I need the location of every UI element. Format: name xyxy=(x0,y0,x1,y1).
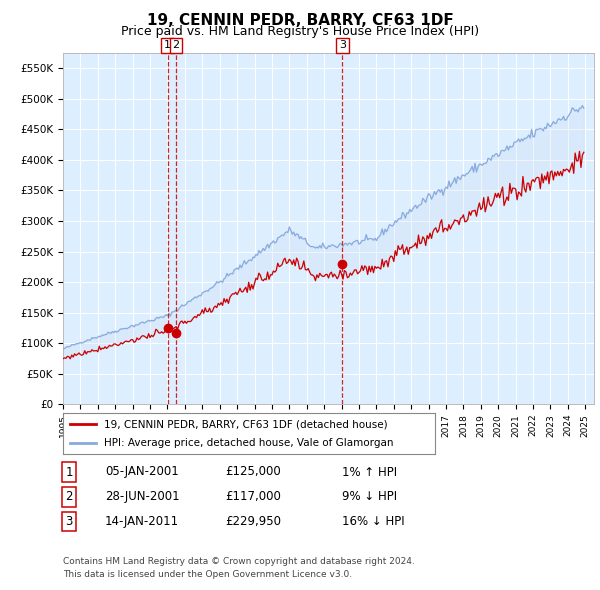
Text: 19, CENNIN PEDR, BARRY, CF63 1DF: 19, CENNIN PEDR, BARRY, CF63 1DF xyxy=(146,13,454,28)
Text: 05-JAN-2001: 05-JAN-2001 xyxy=(105,466,179,478)
Text: This data is licensed under the Open Government Licence v3.0.: This data is licensed under the Open Gov… xyxy=(63,571,352,579)
Text: 14-JAN-2011: 14-JAN-2011 xyxy=(105,515,179,528)
Text: 1: 1 xyxy=(65,466,73,478)
Text: 1: 1 xyxy=(164,40,171,50)
Text: £229,950: £229,950 xyxy=(225,515,281,528)
Text: Price paid vs. HM Land Registry's House Price Index (HPI): Price paid vs. HM Land Registry's House … xyxy=(121,25,479,38)
Text: Contains HM Land Registry data © Crown copyright and database right 2024.: Contains HM Land Registry data © Crown c… xyxy=(63,558,415,566)
Text: 19, CENNIN PEDR, BARRY, CF63 1DF (detached house): 19, CENNIN PEDR, BARRY, CF63 1DF (detach… xyxy=(104,419,388,429)
Text: 1% ↑ HPI: 1% ↑ HPI xyxy=(342,466,397,478)
Text: 2: 2 xyxy=(172,40,179,50)
Text: 2: 2 xyxy=(65,490,73,503)
Text: 9% ↓ HPI: 9% ↓ HPI xyxy=(342,490,397,503)
Text: £117,000: £117,000 xyxy=(225,490,281,503)
Text: £125,000: £125,000 xyxy=(225,466,281,478)
Text: 3: 3 xyxy=(339,40,346,50)
Text: 3: 3 xyxy=(65,515,73,528)
Text: 28-JUN-2001: 28-JUN-2001 xyxy=(105,490,179,503)
Text: 16% ↓ HPI: 16% ↓ HPI xyxy=(342,515,404,528)
Text: HPI: Average price, detached house, Vale of Glamorgan: HPI: Average price, detached house, Vale… xyxy=(104,438,394,448)
